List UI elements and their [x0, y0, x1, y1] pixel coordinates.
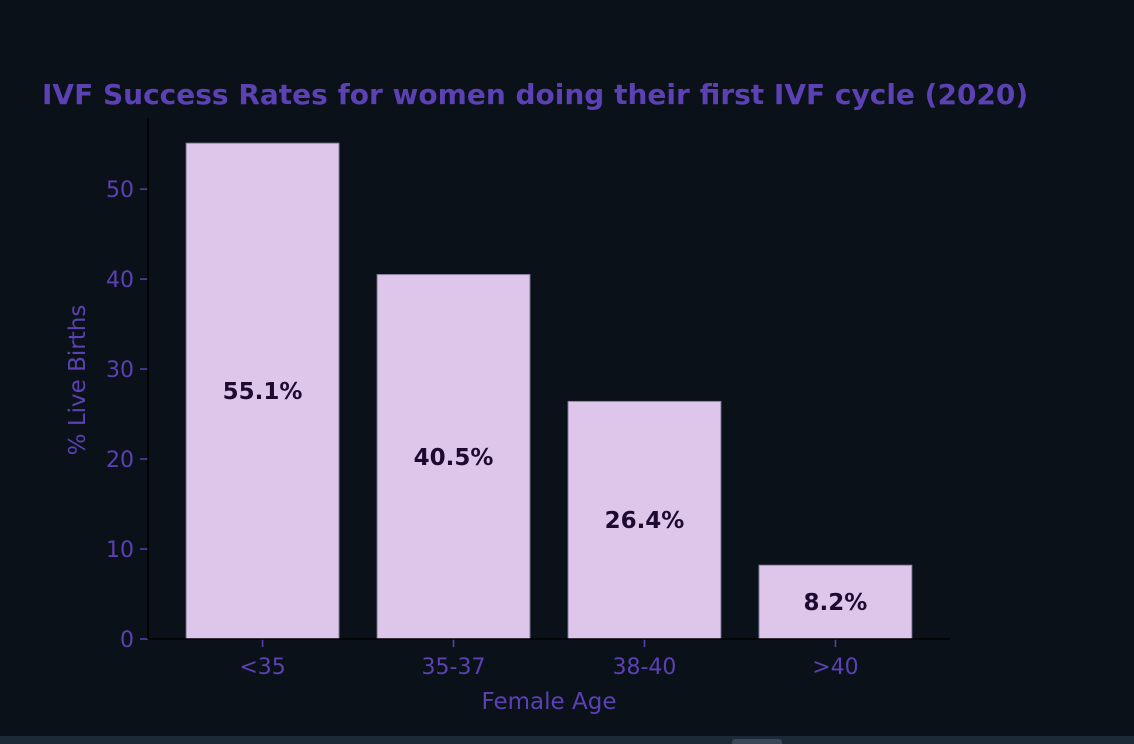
data-label: 26.4% [605, 508, 685, 534]
data-labels-layer: 55.1% 40.5% 26.4% 8.2% [223, 379, 868, 616]
y-tick-label: 50 [106, 178, 134, 203]
data-label: 40.5% [414, 445, 494, 471]
bottom-strip [0, 736, 1134, 744]
data-label: 55.1% [223, 379, 303, 405]
y-tick-label: 0 [120, 628, 134, 653]
data-label: 8.2% [804, 590, 868, 616]
axes-layer: <35 35-37 38-40 >40 0 10 20 30 40 50 [106, 118, 950, 680]
x-axis-label: Female Age [482, 689, 617, 715]
y-tick-label: 30 [106, 358, 134, 383]
bar->40 [758, 564, 913, 640]
bars-layer [185, 142, 913, 640]
y-tick-label: 40 [106, 268, 134, 293]
bar-35-37 [376, 274, 531, 640]
x-tick-label: 38-40 [613, 655, 677, 680]
x-tick-label: <35 [239, 655, 285, 680]
bar-38-40 [567, 400, 722, 640]
chart-title: IVF Success Rates for women doing their … [42, 78, 1028, 111]
bottom-strip-handle [732, 739, 782, 744]
y-axis-label: % Live Births [65, 305, 91, 456]
bar-<35 [185, 142, 340, 640]
y-tick-label: 20 [106, 448, 134, 473]
x-tick-label: >40 [812, 655, 858, 680]
x-tick-label: 35-37 [422, 655, 486, 680]
y-tick-label: 10 [106, 538, 134, 563]
